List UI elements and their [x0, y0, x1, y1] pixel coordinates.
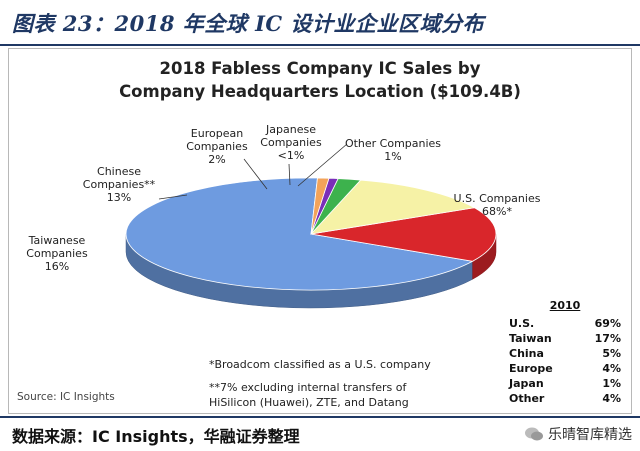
- table-row: Taiwan 17%: [509, 331, 621, 346]
- pie-chart: U.S. Companies 68%*Taiwanese Companies 16%C…: [26, 123, 541, 309]
- watermark: 乐晴智库精选: [524, 424, 632, 444]
- table-row-name: Taiwan: [509, 332, 552, 345]
- table-row: Europe 4%: [509, 361, 621, 376]
- label-leader-line: [297, 143, 348, 187]
- chart-title-line-2: Company Headquarters Location ($109.4B): [119, 82, 521, 101]
- label-leader-line: [243, 158, 268, 190]
- table-2010: 2010 U.S. 69% Taiwan 17% China 5% Europe 4% Japa…: [509, 299, 621, 406]
- table-row-value: 4%: [602, 362, 621, 375]
- chart-source: Source: IC Insights: [17, 391, 115, 403]
- footer-divider: [0, 416, 640, 418]
- slice-label: Taiwanese Companies 16%: [26, 234, 88, 273]
- slice-label-line: Companies: [26, 247, 88, 260]
- note-broadcom: *Broadcom classified as a U.S. company: [209, 358, 431, 371]
- slice-label: Chinese Companies** 13%: [83, 165, 156, 204]
- table-row-value: 17%: [594, 332, 621, 345]
- label-leader-line: [158, 194, 188, 200]
- data-source: 数据来源：IC Insights，华融证券整理: [12, 427, 300, 446]
- slice-label: U.S. Companies 68%*: [454, 192, 541, 218]
- pie-slice: [310, 177, 330, 235]
- slice-label-line: U.S. Companies: [454, 192, 541, 205]
- caption-divider: [0, 44, 640, 46]
- chart-frame: 2018 Fabless Company IC Sales by Company…: [8, 48, 632, 414]
- pie-slice: [309, 179, 476, 235]
- table-row: U.S. 69%: [509, 316, 621, 331]
- slice-label-line: Other Companies: [345, 137, 441, 150]
- table-row-name: China: [509, 347, 544, 360]
- table-row-name: Japan: [509, 377, 544, 390]
- table-row: Japan 1%: [509, 376, 621, 391]
- note-china-1: **7% excluding internal transfers of: [209, 381, 407, 394]
- table-row-name: Europe: [509, 362, 553, 375]
- pie-slice: [125, 177, 474, 291]
- table-row-value: 69%: [594, 317, 621, 330]
- slice-label-line: 68%*: [482, 205, 512, 218]
- slice-label-line: European: [191, 127, 243, 140]
- slice-label-line: <1%: [278, 149, 305, 162]
- table-row: China 5%: [509, 346, 621, 361]
- table-2010-header: 2010: [549, 299, 581, 312]
- slice-label-line: 13%: [107, 191, 131, 204]
- slice-label-line: Companies: [260, 136, 322, 149]
- slice-label-line: Japanese: [265, 123, 316, 136]
- slice-label: European Companies 2%: [186, 127, 248, 166]
- slice-label-line: Taiwanese: [28, 234, 86, 247]
- table-row-value: 4%: [602, 392, 621, 405]
- slice-label-line: 2%: [208, 153, 225, 166]
- slice-label-line: Chinese: [97, 165, 141, 178]
- watermark-text: 乐晴智库精选: [548, 427, 632, 443]
- figure-caption: 图表 23：2018 年全球 IC 设计业企业区域分布: [12, 11, 484, 36]
- note-china-2: HiSilicon (Huawei), ZTE, and Datang: [209, 396, 409, 409]
- chart-title-line-1: 2018 Fabless Company IC Sales by: [159, 59, 481, 78]
- slice-label-line: 16%: [45, 260, 69, 273]
- table-row: Other 4%: [509, 391, 621, 406]
- slice-label: Other Companies 1%: [345, 137, 441, 163]
- slice-label-line: Companies: [186, 140, 248, 153]
- slice-label-line: Companies**: [83, 178, 156, 191]
- slice-label: Japanese Companies <1%: [260, 123, 322, 162]
- wechat-icon: [525, 427, 543, 441]
- table-row-name: Other: [509, 392, 545, 405]
- pie-slice: [310, 207, 497, 262]
- slice-label-line: 1%: [384, 150, 401, 163]
- table-row-name: U.S.: [509, 317, 535, 330]
- table-row-value: 5%: [602, 347, 621, 360]
- table-row-value: 1%: [602, 377, 621, 390]
- label-leader-line: [288, 163, 291, 186]
